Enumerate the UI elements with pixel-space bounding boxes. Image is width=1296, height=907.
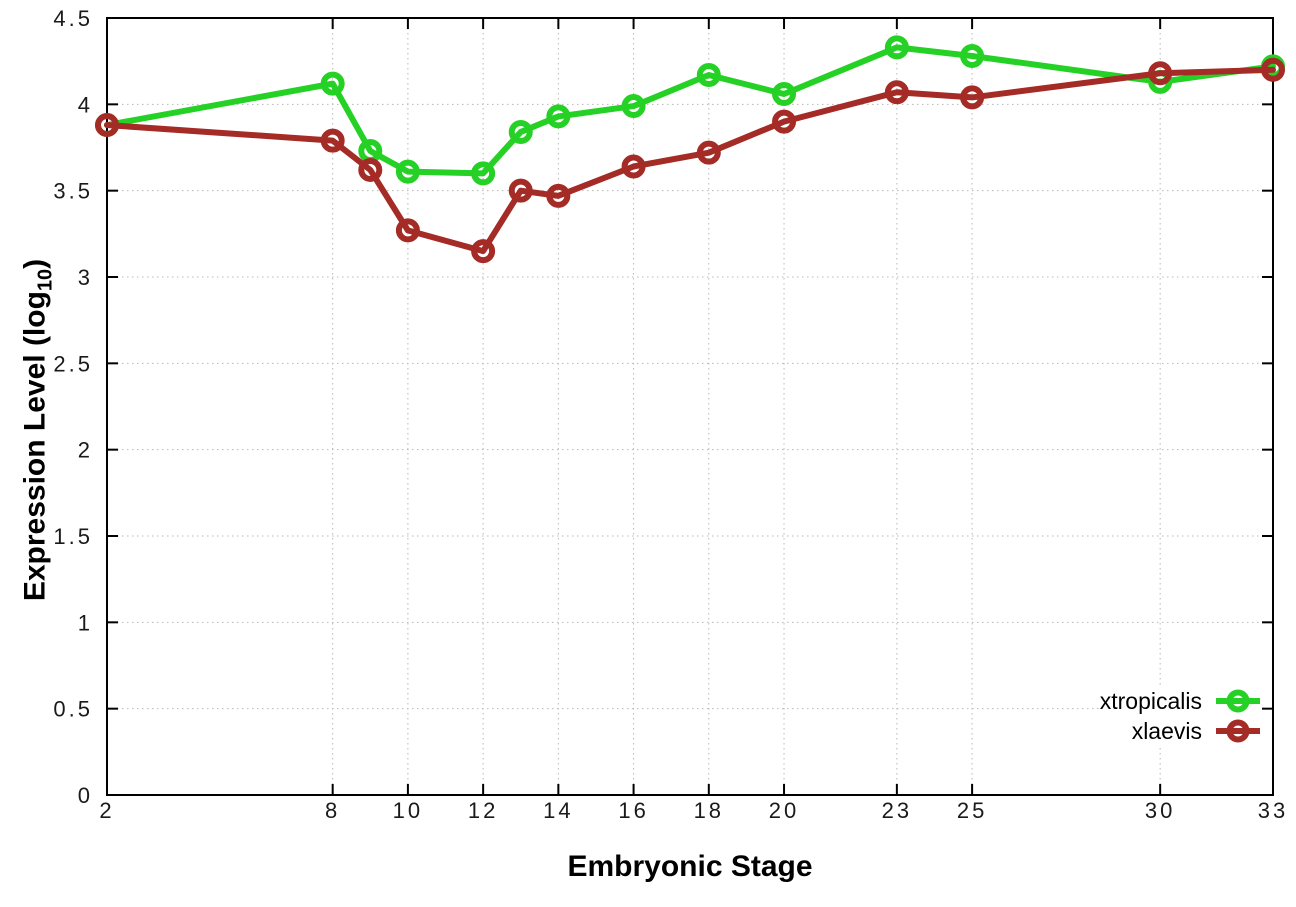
data-point-xlaevis-stage-20: [772, 109, 797, 134]
y-tick-label: 3: [78, 265, 93, 290]
y-axis-title-suffix: ): [18, 258, 52, 269]
series-line-xlaevis: [104, 66, 1276, 255]
data-point-xtropicalis-stage-12: [471, 161, 496, 186]
line-circle-marker-icon: [1214, 688, 1262, 714]
y-tick-label: 2.5: [53, 351, 93, 376]
legend: xtropicalis xlaevis: [1099, 686, 1262, 746]
data-point-xlaevis-stage-16: [621, 154, 646, 179]
data-point-xtropicalis-stage-13: [508, 119, 533, 144]
y-tick-label: 1: [78, 610, 93, 635]
y-axis-title-subscript: 10: [34, 268, 57, 292]
data-point-xlaevis-stage-23: [884, 80, 909, 105]
legend-label: xlaevis: [1131, 717, 1202, 744]
x-axis-title: Embryonic Stage: [567, 850, 813, 883]
data-point-xlaevis-stage-13: [508, 178, 533, 203]
data-point-xlaevis-stage-18: [696, 140, 721, 165]
legend-label: xtropicalis: [1099, 687, 1202, 714]
x-tick-label: 2: [99, 798, 114, 823]
data-point-xlaevis-stage-14: [546, 183, 571, 208]
x-tick-label: 25: [957, 798, 987, 823]
data-point-xlaevis-stage-10: [395, 218, 420, 243]
x-tick-label: 14: [543, 798, 573, 823]
x-tick-label: 23: [882, 798, 912, 823]
data-point-xtropicalis-stage-14: [546, 104, 571, 129]
y-tick-label: 0.5: [53, 697, 93, 722]
y-tick-label: 3.5: [53, 179, 93, 204]
y-tick-label: 0: [78, 783, 93, 808]
data-point-xlaevis-stage-9: [358, 157, 383, 182]
x-tick-label: 10: [393, 798, 423, 823]
y-tick-label: 4: [78, 92, 93, 117]
y-tick-label: 4.5: [53, 6, 93, 31]
y-axis-title-text: Expression Level (log: [18, 291, 52, 602]
y-axis-title: Expression Level (log10): [19, 259, 58, 601]
data-point-xlaevis-stage-12: [471, 239, 496, 264]
x-tick-label: 8: [325, 798, 340, 823]
data-point-xtropicalis-stage-18: [696, 62, 721, 87]
data-point-xlaevis-stage-33: [1261, 57, 1285, 82]
data-point-xtropicalis-stage-20: [772, 81, 797, 106]
legend-item-xlaevis: xlaevis: [1132, 716, 1262, 746]
data-point-xlaevis-stage-25: [960, 85, 985, 110]
line-circle-marker-icon: [1214, 718, 1262, 744]
legend-item-xtropicalis: xtropicalis: [1100, 686, 1262, 716]
x-tick-label: 30: [1145, 798, 1175, 823]
data-point-xlaevis-stage-8: [320, 128, 345, 153]
data-point-xtropicalis-stage-10: [395, 159, 420, 184]
data-point-xlaevis-stage-2: [95, 113, 119, 138]
data-point-xtropicalis-stage-23: [884, 35, 909, 60]
plot-border: [106, 17, 1274, 796]
data-point-xtropicalis-stage-16: [621, 94, 646, 119]
data-point-xlaevis-stage-30: [1148, 61, 1173, 86]
y-tick-label: 1.5: [53, 524, 93, 549]
y-tick-label: 2: [78, 438, 93, 463]
x-tick-label: 33: [1258, 798, 1288, 823]
x-tick-label: 18: [694, 798, 724, 823]
x-tick-label: 20: [769, 798, 799, 823]
data-point-xtropicalis-stage-25: [960, 43, 985, 68]
x-tick-label: 16: [618, 798, 648, 823]
data-point-xtropicalis-stage-8: [320, 71, 345, 96]
x-tick-label: 12: [468, 798, 498, 823]
